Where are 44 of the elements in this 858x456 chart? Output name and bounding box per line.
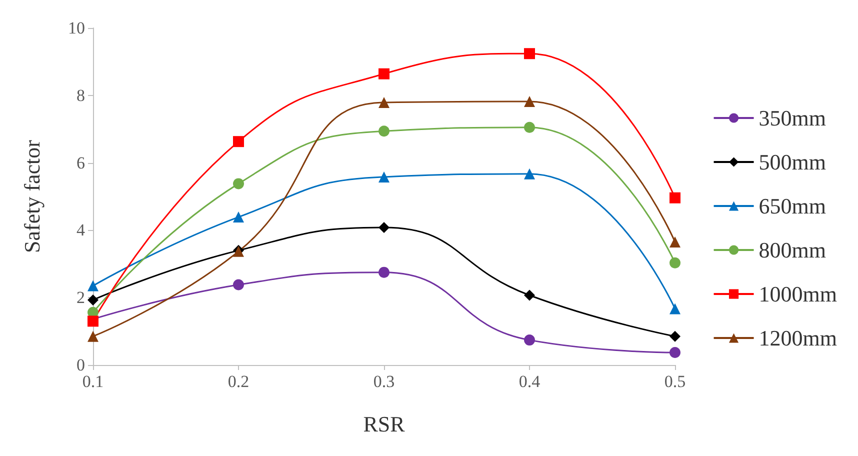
legend-label: 800mm [758,238,826,262]
y-axis-title: Safety factor [20,139,44,253]
point [524,168,535,180]
legend-label: 350mm [758,106,826,130]
point [524,96,535,107]
point [378,96,390,108]
point [378,126,390,137]
y-tick-label: 8 [76,86,85,105]
point [378,68,390,80]
point [670,257,680,268]
y-tick-label: 6 [76,153,85,172]
y-tick-label: 10 [68,18,85,38]
x-tick-label: 0.5 [664,372,686,391]
point [670,347,680,358]
x-tick-label: 0.2 [228,372,250,391]
point [88,330,98,342]
legend-label: 500mm [758,150,826,174]
point [670,303,680,314]
x-tick-label: 0.1 [82,372,104,391]
y-tick-label: 0 [76,356,85,374]
point [524,122,535,133]
legend-label: 1000mm [758,282,838,306]
point [670,330,680,342]
legend-label: 650mm [758,194,826,218]
y-tick-label: 2 [76,288,85,308]
legend-label: 1200mm [758,326,838,350]
point [378,171,390,182]
point [88,294,98,306]
point [524,290,535,301]
x-axis-title: RSR [363,412,406,436]
point [670,192,680,204]
x-tick-label: 0.3 [373,372,395,391]
point [378,266,390,278]
point [524,334,535,346]
point [378,222,390,234]
point [233,178,244,190]
y-tick-label: 4 [76,220,86,240]
point [233,279,244,290]
point [233,136,244,148]
point [524,48,535,60]
point [670,236,680,248]
point [233,212,244,223]
point [88,280,98,292]
x-tick-label: 0.4 [518,372,541,391]
